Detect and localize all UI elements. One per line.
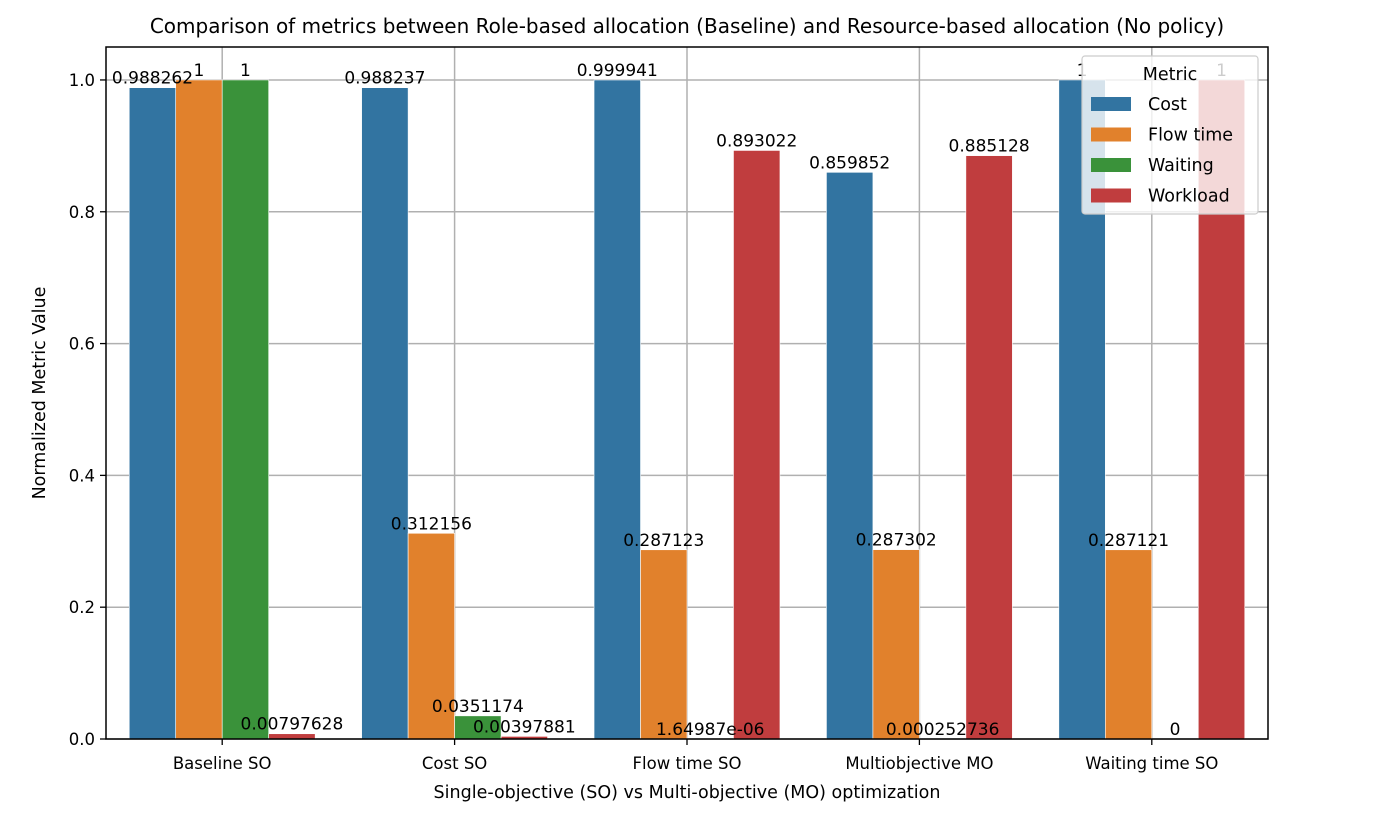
data-labels: 0.988262 0.988237 0.999941 0.859852 1 1 0.3121…	[112, 61, 1227, 740]
bar-value-label: 0.859852	[809, 153, 890, 173]
bar-value-label: 0.893022	[716, 131, 797, 151]
y-tick-label: 0.2	[69, 598, 95, 617]
bar-value-label: 0.00397881	[473, 717, 576, 737]
bar-value-label: 0.988262	[112, 69, 193, 89]
bar-value-label: 0.885128	[949, 137, 1030, 157]
bar-value-label: 0.287121	[1088, 531, 1169, 551]
bar-value-label: 0.287123	[623, 531, 704, 551]
chart-title: Comparison of metrics between Role-based…	[150, 14, 1224, 38]
bar	[826, 172, 874, 740]
bar	[407, 532, 455, 740]
y-tick-label: 0.4	[69, 466, 95, 485]
legend-entry-label: Workload	[1148, 187, 1230, 207]
bar-value-label: 0.000252736	[886, 720, 1000, 740]
bars	[128, 79, 1246, 740]
x-tick-label: Multiobjective MO	[845, 754, 993, 773]
y-tick-label: 1.0	[69, 71, 95, 90]
bar	[872, 549, 920, 740]
bar	[128, 87, 177, 740]
legend-entry-label: Cost	[1148, 95, 1187, 115]
legend-swatch	[1091, 127, 1131, 142]
x-tick-label: Waiting time SO	[1085, 754, 1218, 773]
bar	[1105, 549, 1153, 740]
legend-entry-label: Waiting	[1148, 156, 1214, 176]
legend-items: Cost Flow time Waiting Workload	[1091, 95, 1233, 207]
legend-swatch	[1091, 158, 1131, 172]
legend-swatch	[1091, 97, 1131, 111]
bar	[640, 549, 688, 740]
y-axis-label: Normalized Metric Value	[30, 287, 50, 500]
legend-entry-label: Flow time	[1148, 126, 1233, 146]
bar-value-label: 0.999941	[577, 61, 658, 81]
bar	[175, 79, 223, 740]
bar-value-label: 0.988237	[344, 69, 425, 89]
x-axis-ticks: Baseline SO Cost SO Flow time SO Multiobjec…	[173, 739, 1218, 773]
bar-value-label: 0.287302	[856, 531, 937, 551]
bar-value-label: 0	[1170, 720, 1181, 740]
y-tick-label: 0.8	[69, 203, 95, 222]
bar	[221, 79, 269, 740]
bar	[965, 155, 1013, 740]
x-tick-label: Cost SO	[422, 754, 487, 773]
x-tick-label: Baseline SO	[173, 754, 272, 773]
bar-value-label: 0.312156	[391, 514, 472, 534]
bar-value-label: 1	[194, 61, 205, 81]
legend-title: Metric	[1143, 65, 1197, 85]
bar-value-label: 0.0351174	[432, 697, 524, 717]
y-tick-label: 0.0	[69, 730, 95, 749]
bar	[593, 79, 641, 740]
x-axis-label: Single-objective (SO) vs Multi-objective…	[434, 783, 941, 803]
bar	[733, 150, 781, 740]
x-tick-label: Flow time SO	[633, 754, 742, 773]
bar	[361, 87, 409, 740]
legend-swatch	[1091, 188, 1131, 203]
bar-value-label: 1.64987e-06	[656, 720, 765, 740]
bar-value-label: 1	[240, 61, 251, 81]
y-tick-label: 0.6	[69, 335, 95, 354]
legend: Metric Cost Flow time Waiting Workload	[1081, 55, 1259, 215]
bar-value-label: 0.00797628	[241, 715, 344, 735]
legend-box	[1081, 55, 1259, 215]
y-axis-ticks: 0.0 0.2 0.4 0.6 0.8 1.0	[69, 71, 106, 749]
